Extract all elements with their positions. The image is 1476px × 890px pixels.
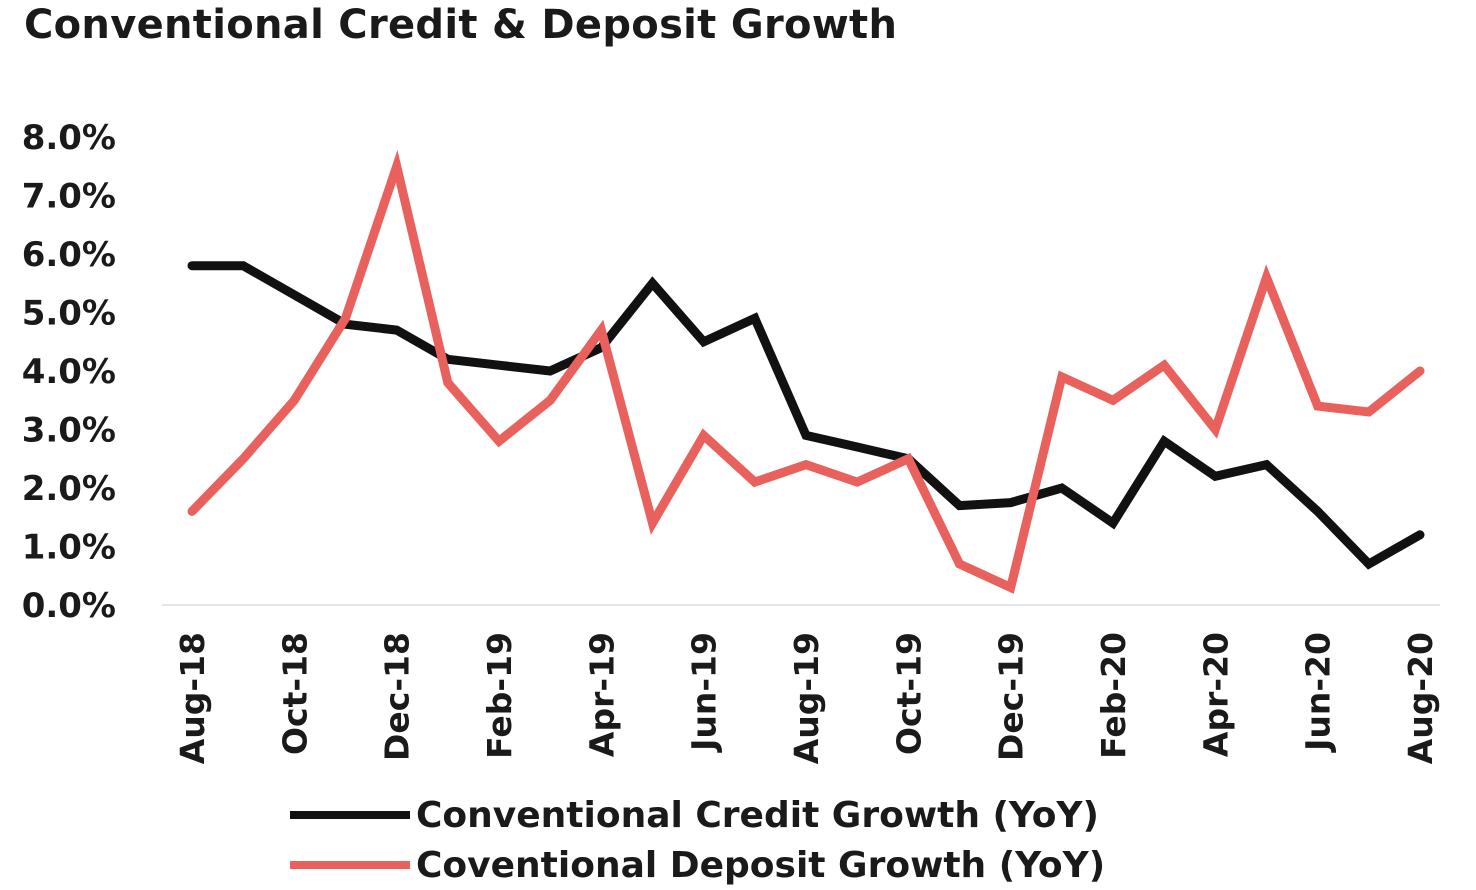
- y-tick-label: 4.0%: [22, 352, 116, 392]
- y-tick-label: 8.0%: [22, 118, 116, 158]
- legend-swatch-deposit: [290, 861, 410, 869]
- x-tick-label: Aug-18: [173, 632, 212, 764]
- series-line-deposit: [187, 149, 1425, 594]
- legend-item-credit: Conventional Credit Growth (YoY): [290, 790, 1105, 840]
- y-tick-label: 0.0%: [22, 586, 116, 626]
- legend-label-credit: Conventional Credit Growth (YoY): [416, 794, 1099, 836]
- y-tick-label: 3.0%: [22, 411, 116, 451]
- y-tick-label: 2.0%: [22, 469, 116, 509]
- line-chart: 0.0% 1.0% 2.0% 3.0% 4.0% 5.0% 6.0% 7.0% 8.0% Aug…: [22, 118, 1440, 764]
- legend-label-deposit: Coventional Deposit Growth (YoY): [416, 844, 1106, 886]
- x-tick-label: Apr-20: [1196, 632, 1235, 757]
- series-lines: [187, 149, 1425, 594]
- y-tick-label: 6.0%: [22, 235, 116, 275]
- x-tick-label: Aug-19: [787, 632, 826, 764]
- y-tick-label: 1.0%: [22, 528, 116, 568]
- x-tick-label: Aug-20: [1401, 632, 1440, 764]
- x-tick-label: Dec-18: [378, 632, 417, 761]
- y-tick-label: 7.0%: [22, 177, 116, 217]
- legend: Conventional Credit Growth (YoY) Coventi…: [290, 790, 1105, 890]
- x-tick-label: Oct-18: [275, 632, 314, 755]
- x-tick-label: Feb-19: [480, 632, 519, 759]
- x-tick-label: Jun-20: [1299, 632, 1338, 753]
- x-tick-label: Oct-19: [889, 632, 928, 755]
- x-tick-label: Dec-19: [992, 632, 1031, 761]
- legend-item-deposit: Coventional Deposit Growth (YoY): [290, 840, 1105, 890]
- x-tick-label: Apr-19: [582, 632, 621, 757]
- legend-swatch-credit: [290, 811, 410, 819]
- x-axis-tick-labels: Aug-18 Oct-18 Dec-18 Feb-19 Apr-19 Jun-19 Aug-…: [173, 632, 1440, 764]
- series-line-credit: [187, 261, 1425, 570]
- y-tick-label: 5.0%: [22, 294, 116, 334]
- x-tick-label: Feb-20: [1094, 632, 1133, 759]
- chart-title: Conventional Credit & Deposit Growth: [24, 2, 898, 48]
- x-tick-label: Jun-19: [685, 632, 724, 753]
- y-axis-tick-labels: 0.0% 1.0% 2.0% 3.0% 4.0% 5.0% 6.0% 7.0% 8.0%: [22, 118, 116, 626]
